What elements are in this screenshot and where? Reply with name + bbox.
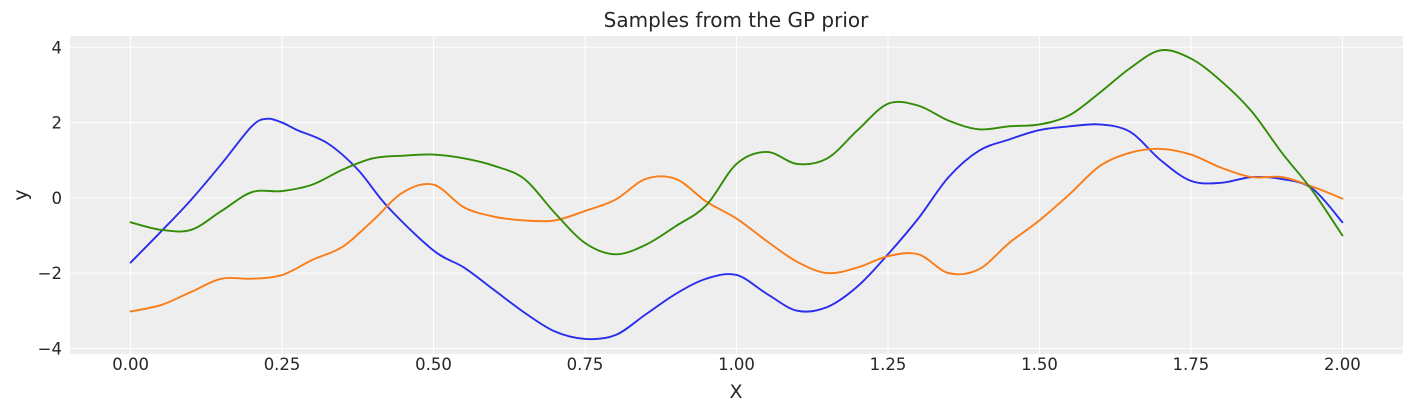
x-tick-label: 0.50 — [415, 355, 452, 374]
x-axis-label: X — [729, 381, 742, 403]
y-tick-label: 0 — [52, 189, 63, 208]
chart-title: Samples from the GP prior — [604, 8, 869, 32]
x-tick-labels: 0.00 0.25 0.50 0.75 1.00 1.25 1.50 1.75 2.00 — [112, 355, 1361, 374]
x-tick-label: 1.00 — [718, 355, 755, 374]
x-tick-label: 1.50 — [1021, 355, 1058, 374]
series-line-1 — [129, 117, 1344, 341]
y-tick-label: 4 — [52, 38, 63, 57]
series-line-2 — [129, 147, 1344, 313]
grid — [70, 36, 1403, 354]
y-tick-labels: −4 −2 0 2 4 — [38, 38, 62, 358]
y-tick-label: −2 — [38, 264, 62, 283]
x-tick-label: 1.25 — [870, 355, 907, 374]
x-tick-label: 0.00 — [112, 355, 149, 374]
y-tick-label: −4 — [38, 339, 62, 358]
series-group — [129, 49, 1344, 341]
x-tick-label: 0.75 — [567, 355, 604, 374]
x-tick-label: 2.00 — [1324, 355, 1361, 374]
series-line-3 — [129, 49, 1344, 256]
x-tick-label: 0.25 — [264, 355, 301, 374]
x-tick-label: 1.75 — [1173, 355, 1210, 374]
y-axis-label: y — [10, 189, 32, 200]
y-tick-label: 2 — [52, 114, 63, 133]
